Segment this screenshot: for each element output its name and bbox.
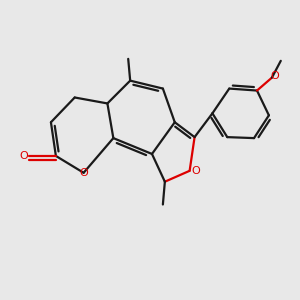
Text: O: O (191, 166, 200, 176)
Text: O: O (79, 168, 88, 178)
Text: O: O (20, 151, 28, 161)
Text: O: O (271, 71, 279, 81)
